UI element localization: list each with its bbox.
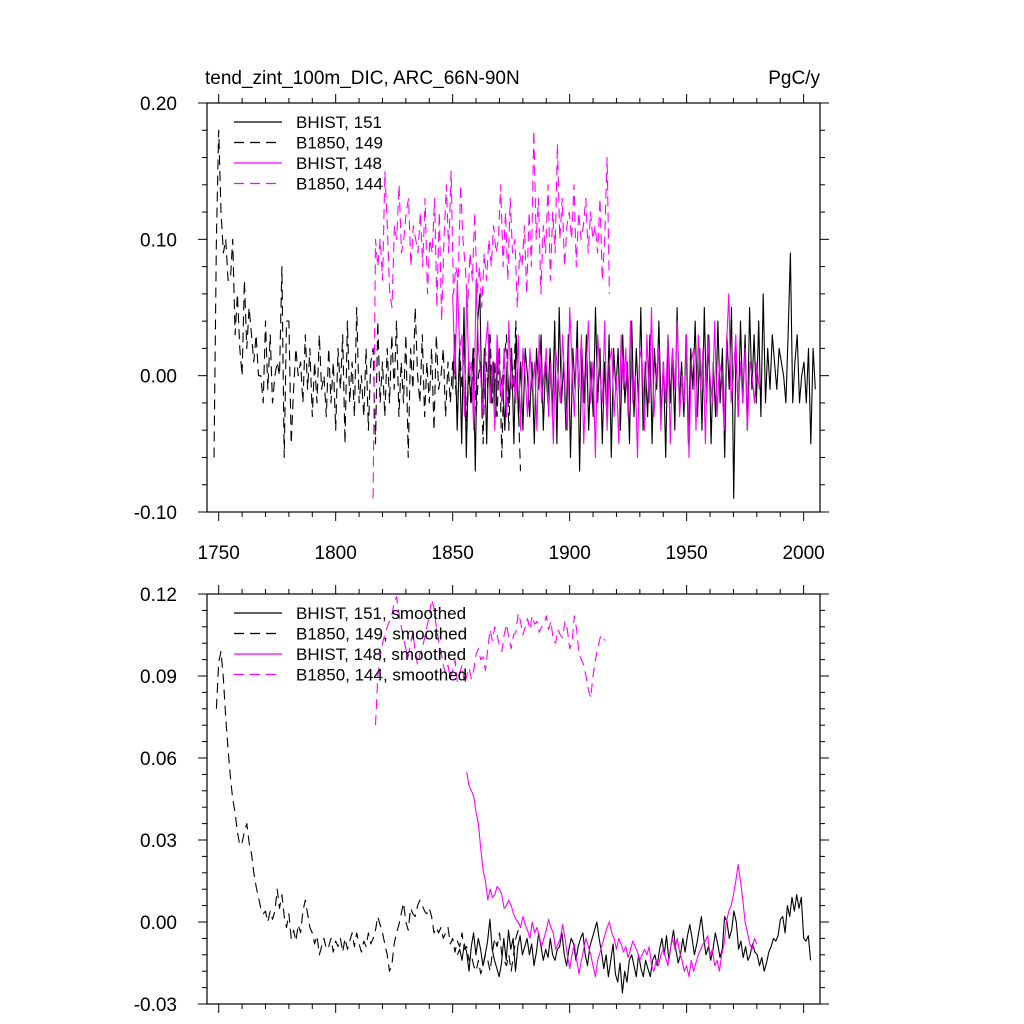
legend-label: BHIST, 148	[296, 154, 382, 173]
x-tick-label: 1850	[432, 543, 474, 564]
series-line-4	[374, 596, 606, 726]
x-tick-label: 1900	[549, 543, 591, 564]
y-tick-label: 0.09	[140, 667, 177, 688]
legend-label: BHIST, 151	[296, 113, 382, 132]
legend: BHIST, 151, smoothed B1850, 149, smoothed…	[234, 604, 467, 685]
legend-label: B1850, 149	[296, 134, 383, 153]
series-line-3	[466, 771, 758, 978]
y-tick-label: 0.00	[140, 367, 177, 388]
y-tick-label: 0.03	[140, 831, 177, 852]
series-line-2	[215, 650, 522, 975]
x-tick-label: 1950	[665, 543, 707, 564]
legend-label: BHIST, 151, smoothed	[296, 604, 466, 623]
y-tick-label: -0.10	[134, 503, 177, 524]
panel-bottom-smoothed: -0.03 0.00 0.03 0.06 0.09 0.12 BHIST, 151, smo…	[134, 585, 829, 1016]
plot-frame	[206, 102, 821, 513]
y-tick-label: -0.03	[134, 995, 177, 1016]
legend-label: B1850, 144, smoothed	[296, 666, 467, 685]
y-tick-label: 0.20	[140, 94, 177, 115]
y-tick-label: 0.06	[140, 749, 177, 770]
series-line-1	[452, 252, 816, 499]
x-tick-label: 2000	[782, 543, 824, 564]
plot-frame	[206, 593, 821, 1005]
series-group	[213, 129, 816, 499]
legend-label: B1850, 144	[296, 175, 383, 194]
legend-label: B1850, 149, smoothed	[296, 625, 467, 644]
title-right-units: PgC/y	[768, 68, 820, 89]
y-tick-label: 0.10	[140, 230, 177, 251]
y-tick-label: 0.12	[140, 585, 177, 606]
x-tick-label: 1800	[315, 543, 357, 564]
x-tick-label: 1750	[198, 543, 240, 564]
y-tick-label: 0.00	[140, 913, 177, 934]
series-line-4	[372, 129, 610, 499]
legend-label: BHIST, 148, smoothed	[296, 645, 466, 664]
series-line-3	[452, 279, 760, 459]
panel-top-raw: 1750 1800 1850 1900 1950 2000 -0.10 0.00 0.10 0.2…	[134, 94, 829, 564]
series-line-2	[213, 129, 522, 472]
title-left: tend_zint_100m_DIC, ARC_66N-90N	[205, 68, 520, 89]
series-group	[215, 596, 812, 994]
